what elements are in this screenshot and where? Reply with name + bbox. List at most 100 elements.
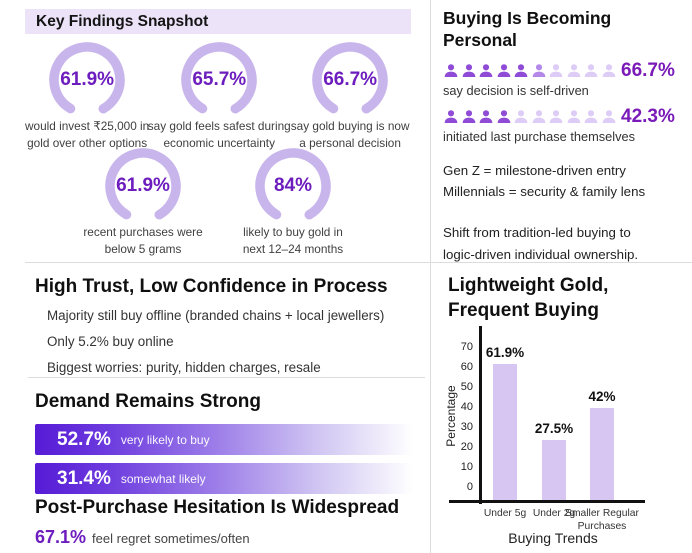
person-icon <box>584 110 598 123</box>
gauge-stat: 84% likely to buy gold in next 12–24 mont… <box>218 146 368 257</box>
gauge-value: 61.9% <box>116 175 170 196</box>
post-purchase-title: Post-Purchase Hesitation Is Widespread <box>35 497 400 518</box>
gauge-caption: likely to buy gold in next 12–24 months <box>242 225 344 256</box>
gauge-row-2: 61.9% recent purchases were below 5 grams… <box>25 146 411 257</box>
pictogram-rows: 66.7% say decision is self-driven 42.3% ini… <box>443 60 686 144</box>
buying-personal-title-line2: Personal <box>443 29 517 50</box>
demand-bars: 52.7% very likely to buy 31.4% somewhat lik… <box>35 424 425 494</box>
chart-y-tick: 40 <box>460 401 473 413</box>
gauge-value: 66.7% <box>323 69 378 90</box>
post-purchase-stat: 67.1% <box>35 527 87 547</box>
chart-y-tick: 60 <box>460 361 473 373</box>
gauge-stat: 65.7% say gold feels safest during econom… <box>147 40 291 151</box>
chart-bar-value: 42% <box>588 388 616 404</box>
person-icon <box>602 110 615 123</box>
chart-bar <box>493 363 517 500</box>
gauge-caption: would invest ₹25,000 in gold over other … <box>25 119 150 150</box>
pictogram-value: 66.7% <box>621 59 675 81</box>
trust-point: Majority still buy offline (branded chai… <box>47 308 385 323</box>
gauge-value: 61.9% <box>60 69 115 90</box>
shift-note-line: logic-driven individual ownership. <box>443 246 639 262</box>
pictogram-row: 66.7% say decision is self-driven <box>443 60 686 98</box>
chart-y-tick: 10 <box>460 461 473 473</box>
gauge-caption: say gold feels safest during economic un… <box>147 119 291 150</box>
chart-bar-value: 27.5% <box>534 420 574 436</box>
chart-bar-value: 61.9% <box>485 344 525 360</box>
gauge-arc-wrap: 61.9% <box>47 40 127 118</box>
high-trust-section: High Trust, Low Confidence in Process Ma… <box>35 276 425 386</box>
gauge-arc-wrap: 61.9% <box>103 146 183 224</box>
person-icon <box>462 110 475 123</box>
person-icon <box>479 110 493 123</box>
gauge-arc-wrap: 66.7% <box>310 40 390 118</box>
person-icon <box>549 110 563 123</box>
chart-category-label: Smaller Regular Purchases <box>565 508 639 533</box>
gauge-value: 65.7% <box>192 69 247 90</box>
chart-category-label: Under 5g <box>483 508 527 519</box>
pictogram-row: 42.3% initiated last purchase themselves <box>443 106 686 144</box>
post-purchase-section: Post-Purchase Hesitation Is Widespread 6… <box>35 497 425 548</box>
person-icon <box>532 64 545 77</box>
person-icon <box>479 64 493 77</box>
demand-bar-value: 31.4% <box>57 467 111 489</box>
post-purchase-statline: 67.1% feel regret sometimes/often <box>35 527 425 548</box>
pictogram-strip: 66.7% <box>443 60 686 82</box>
demand-bar-label: somewhat likely <box>120 471 206 486</box>
pictogram-value: 42.3% <box>621 105 675 127</box>
person-icon <box>444 64 458 77</box>
vertical-divider <box>430 0 431 553</box>
high-trust-points: Majority still buy offline (branded chai… <box>47 308 425 375</box>
buying-personal-title: Buying Is Becoming Personal <box>443 8 686 52</box>
chart-bar <box>542 439 566 500</box>
bar-chart: Percentage Buying Trends 0 10 20 30 40 50 60 70… <box>443 326 688 553</box>
chart-bar <box>590 407 614 500</box>
person-icon <box>532 110 545 123</box>
chart-y-tick: 70 <box>460 341 473 353</box>
horizontal-divider-left <box>28 377 425 378</box>
pictogram-strip: 42.3% <box>443 106 686 128</box>
demand-title: Demand Remains Strong <box>35 391 261 412</box>
demand-bar: 52.7% very likely to buy <box>35 424 425 455</box>
chart-title-line2: Frequent Buying <box>448 299 599 321</box>
pictogram-caption: initiated last purchase themselves <box>443 128 636 144</box>
person-icon <box>497 110 510 123</box>
trust-point: Biggest worries: purity, hidden charges,… <box>47 360 321 375</box>
generation-notes: Gen Z = milestone-driven entry Millennial… <box>443 160 686 203</box>
person-icon <box>514 110 528 123</box>
chart-y-tick: 30 <box>460 421 473 433</box>
gauge-value: 84% <box>273 175 313 196</box>
chart-title-line1: Lightweight Gold, <box>448 275 609 296</box>
key-findings-header: Key Findings Snapshot <box>25 9 411 34</box>
note-line: Millennials = security & family lens <box>443 184 646 200</box>
person-icon <box>602 64 615 77</box>
person-icon <box>497 64 510 77</box>
chart-y-axis-line <box>479 326 482 504</box>
post-purchase-stat-label: feel regret sometimes/often <box>92 531 250 546</box>
gauge-caption: recent purchases were below 5 grams <box>83 225 203 256</box>
high-trust-title: High Trust, Low Confidence in Process <box>35 276 388 297</box>
chart-x-axis-label: Buying Trends <box>508 530 598 546</box>
gauge-arc-icon <box>181 42 257 118</box>
person-icon <box>549 64 563 77</box>
shift-note: Shift from tradition-led buying to logic-… <box>443 222 686 265</box>
shift-note-line: Shift from tradition-led buying to <box>443 225 631 241</box>
demand-bar: 31.4% somewhat likely <box>35 463 425 494</box>
chart-title: Lightweight Gold, Frequent Buying <box>448 274 688 323</box>
person-icon <box>584 64 598 77</box>
person-icon <box>462 64 475 77</box>
chart-y-tick: 20 <box>460 441 473 453</box>
buying-personal-title-line1: Buying Is Becoming <box>443 8 612 28</box>
buying-personal-section: Buying Is Becoming Personal 66.7% say dec… <box>443 8 686 265</box>
demand-bar-value: 52.7% <box>57 428 111 450</box>
person-icon <box>514 64 528 77</box>
gauge-stat: 61.9% recent purchases were below 5 grams <box>68 146 218 257</box>
gauge-stat: 66.7% say gold buying is now a personal d… <box>289 40 411 151</box>
gauge-arc-wrap: 65.7% <box>179 40 259 118</box>
gauge-row-1: 61.9% would invest ₹25,000 in gold over o… <box>25 40 411 151</box>
trust-point: Only 5.2% buy online <box>47 334 174 349</box>
gauge-caption: say gold buying is now a personal decisi… <box>290 119 410 150</box>
gauge-arc-icon <box>49 42 125 118</box>
gauge-arc-wrap: 84% <box>253 146 333 224</box>
chart-x-axis-line <box>449 500 645 503</box>
